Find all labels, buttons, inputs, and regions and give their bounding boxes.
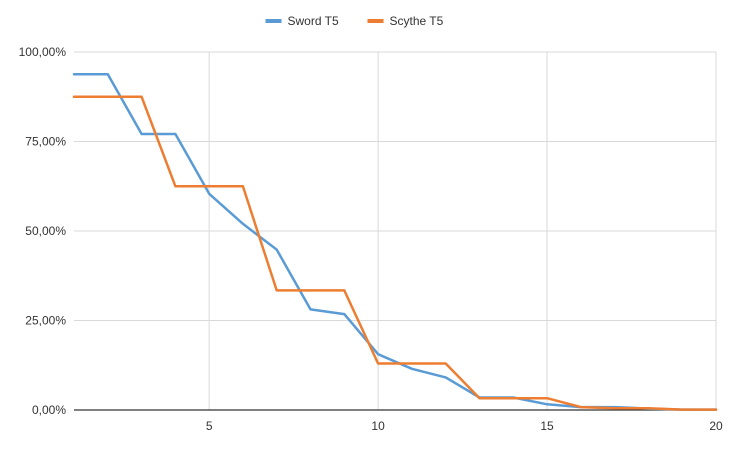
x-tick-label: 5 <box>206 419 213 433</box>
y-tick-label: 100,00% <box>19 45 67 59</box>
gridlines <box>74 51 717 410</box>
legend: Sword T5 Scythe T5 <box>265 14 444 28</box>
y-tick-label: 50,00% <box>25 224 66 238</box>
legend-swatch <box>367 19 384 23</box>
x-tick-label: 15 <box>540 419 554 433</box>
series-lines <box>72 72 718 411</box>
legend-label: Sword T5 <box>288 14 339 28</box>
legend-label: Scythe T5 <box>390 14 444 28</box>
legend-swatch <box>265 19 282 23</box>
x-tick-label: 20 <box>709 419 723 433</box>
y-tick-label: 75,00% <box>25 135 66 149</box>
y-tick-label: 25,00% <box>25 314 66 328</box>
series-line-sword-t5 <box>72 72 718 411</box>
axes: 0,00% 25,00% 50,00% 75,00% 100,00% 5 10 15 20 <box>19 45 723 433</box>
y-tick-label: 0,00% <box>32 403 66 417</box>
x-tick-label: 10 <box>371 419 385 433</box>
series-line-scythe-t5 <box>72 95 718 411</box>
